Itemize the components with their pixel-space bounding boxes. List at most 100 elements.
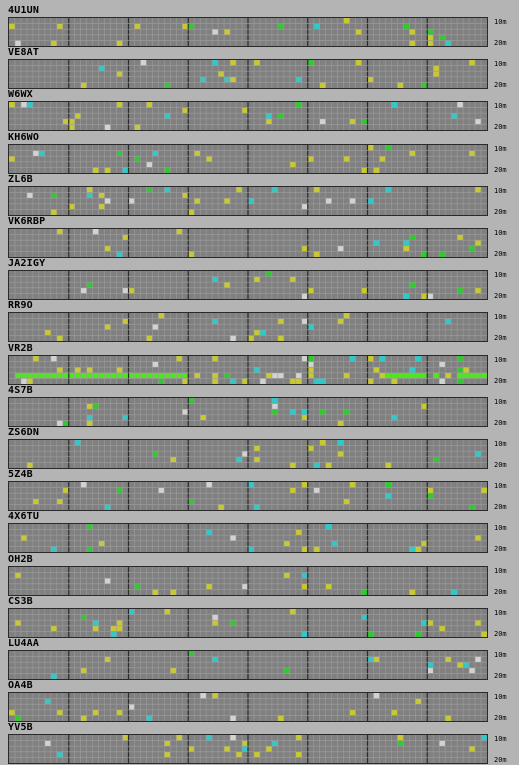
activity-cell (86, 546, 93, 553)
band-label-20m: 20m (494, 250, 507, 258)
activity-cell (469, 150, 476, 156)
activity-cell (56, 498, 63, 505)
activity-cell (361, 287, 368, 294)
activity-cell (409, 29, 416, 35)
activity-cell (433, 456, 440, 463)
activity-cell (361, 614, 368, 620)
activity-cell (188, 251, 195, 257)
band-label-20m: 20m (494, 629, 507, 638)
activity-cell (104, 124, 111, 131)
station-callsign: KH6WO (8, 131, 40, 143)
activity-cell (433, 71, 440, 77)
band-time-grid (8, 734, 488, 765)
activity-cell (301, 583, 308, 589)
band-time-grid (8, 523, 488, 554)
activity-cell (50, 546, 57, 553)
activity-cell (32, 498, 39, 505)
band-label-20m: 20m (494, 672, 507, 680)
band-time-grid (8, 565, 488, 596)
activity-cell (475, 240, 482, 246)
activity-cell (403, 23, 410, 30)
activity-cell (32, 372, 39, 378)
station-row: CS3B 10m 20m (0, 596, 519, 638)
activity-cell (56, 709, 63, 716)
activity-cell (188, 209, 195, 215)
activity-cell (427, 662, 434, 668)
activity-cell (224, 197, 231, 204)
activity-cell (248, 335, 254, 342)
activity-cell (146, 102, 153, 108)
band-label-20m: 20m (494, 461, 507, 469)
activity-cell (14, 715, 21, 722)
activity-cell (182, 23, 189, 30)
activity-cell (379, 155, 386, 162)
activity-cell (212, 29, 219, 35)
band-label-10m: 10m (494, 693, 507, 702)
activity-cell (194, 150, 201, 156)
activity-cell (242, 107, 248, 114)
band-label-10m: 10m (494, 355, 507, 364)
station-callsign: JA2IGY (8, 258, 46, 270)
activity-cell (289, 276, 296, 283)
activity-cell (74, 440, 81, 446)
station-row: OH2B 10m 20m (0, 554, 519, 596)
activity-cell (271, 186, 278, 193)
activity-cell (421, 403, 428, 409)
band-label-10m: 10m (494, 397, 507, 406)
activity-cell (445, 715, 452, 722)
activity-cell (277, 335, 284, 342)
activity-cell (140, 372, 147, 378)
activity-cell (200, 414, 207, 421)
activity-cell (367, 631, 374, 637)
station-callsign: ZL6B (8, 173, 33, 185)
activity-cell (253, 445, 260, 452)
activity-cell (248, 197, 254, 204)
activity-cell (427, 40, 434, 46)
activity-cell (26, 102, 33, 108)
activity-cell (98, 192, 105, 198)
activity-cell (289, 462, 296, 468)
band-label-20m: 20m (494, 503, 507, 512)
activity-cell (301, 631, 308, 637)
activity-cell (104, 656, 111, 663)
activity-cell (104, 577, 111, 584)
activity-cell (349, 197, 356, 204)
activity-cell (367, 377, 374, 384)
activity-cell (319, 82, 326, 89)
activity-cell (391, 372, 398, 378)
activity-cell (481, 631, 487, 637)
activity-cell (265, 119, 272, 125)
activity-cell (373, 240, 380, 246)
activity-cell (110, 631, 117, 637)
activity-cell (74, 113, 81, 120)
band-time-grid (8, 396, 488, 427)
activity-cell (445, 318, 452, 325)
activity-cell (146, 372, 153, 378)
activity-cell (164, 740, 171, 747)
band-time-grid (8, 650, 488, 680)
activity-cell (164, 186, 171, 193)
activity-cell (469, 372, 476, 378)
activity-cell (259, 330, 266, 336)
activity-cell (289, 408, 296, 415)
grid-svg (9, 186, 487, 215)
activity-cell (433, 65, 440, 72)
station-row: 5Z4B 10m 20m (0, 469, 519, 512)
activity-cell (481, 735, 487, 741)
activity-cell (427, 293, 434, 300)
activity-cell (367, 144, 374, 151)
activity-cell (433, 372, 440, 378)
activity-cell (445, 372, 452, 378)
activity-cell (248, 482, 254, 488)
activity-cell (469, 245, 476, 252)
activity-cell (92, 619, 99, 626)
activity-cell (110, 372, 117, 378)
activity-cell (242, 377, 248, 384)
activity-cell (56, 372, 63, 378)
activity-cell (295, 377, 302, 384)
activity-cell (206, 583, 213, 589)
activity-cell (289, 161, 296, 167)
activity-cell (104, 197, 111, 204)
band-time-grid (8, 354, 488, 385)
activity-cell (355, 29, 362, 35)
